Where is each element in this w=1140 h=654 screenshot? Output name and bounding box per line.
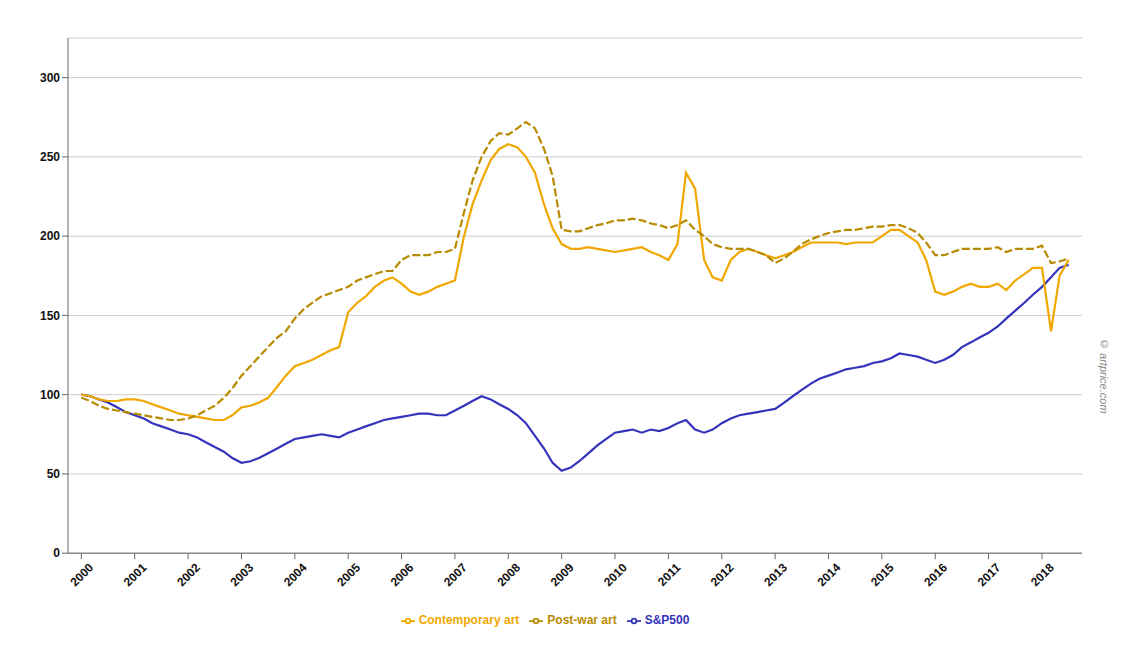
svg-text:200: 200	[40, 229, 60, 243]
html-text:Post-war art: Post-war art	[547, 613, 617, 628]
svg-text:2016: 2016	[921, 560, 950, 589]
svg-text:2009: 2009	[548, 560, 577, 589]
svg-text:100: 100	[40, 388, 60, 402]
svg-text:2018: 2018	[1028, 560, 1057, 589]
svg-text:2000: 2000	[67, 560, 96, 589]
html-text:S&P500: S&P500	[644, 613, 690, 628]
svg-text:2017: 2017	[975, 560, 1004, 589]
svg-text:150: 150	[40, 309, 60, 323]
svg-text:2011: 2011	[655, 560, 684, 589]
svg-text:300: 300	[40, 71, 60, 85]
svg-text:2003: 2003	[228, 560, 257, 589]
html-text:Contemporary art: Contemporary art	[418, 613, 520, 628]
svg-text:2014: 2014	[815, 560, 844, 589]
svg-text:0: 0	[53, 546, 60, 560]
svg-text:2010: 2010	[601, 560, 630, 589]
svg-text:2004: 2004	[281, 560, 310, 589]
svg-text:2005: 2005	[334, 560, 363, 589]
svg-text:2013: 2013	[761, 560, 790, 589]
svg-text:2012: 2012	[708, 560, 737, 589]
svg-text:2007: 2007	[441, 560, 470, 589]
svg-text:2008: 2008	[494, 560, 523, 589]
svg-text:250: 250	[40, 150, 60, 164]
svg-text:2006: 2006	[388, 560, 417, 589]
svg-text:50: 50	[47, 467, 61, 481]
svg-text:2015: 2015	[868, 560, 897, 589]
html-text:© artprice.com: © artprice.com	[1098, 338, 1110, 414]
svg-text:2002: 2002	[174, 560, 203, 589]
svg-text:2001: 2001	[121, 560, 150, 589]
